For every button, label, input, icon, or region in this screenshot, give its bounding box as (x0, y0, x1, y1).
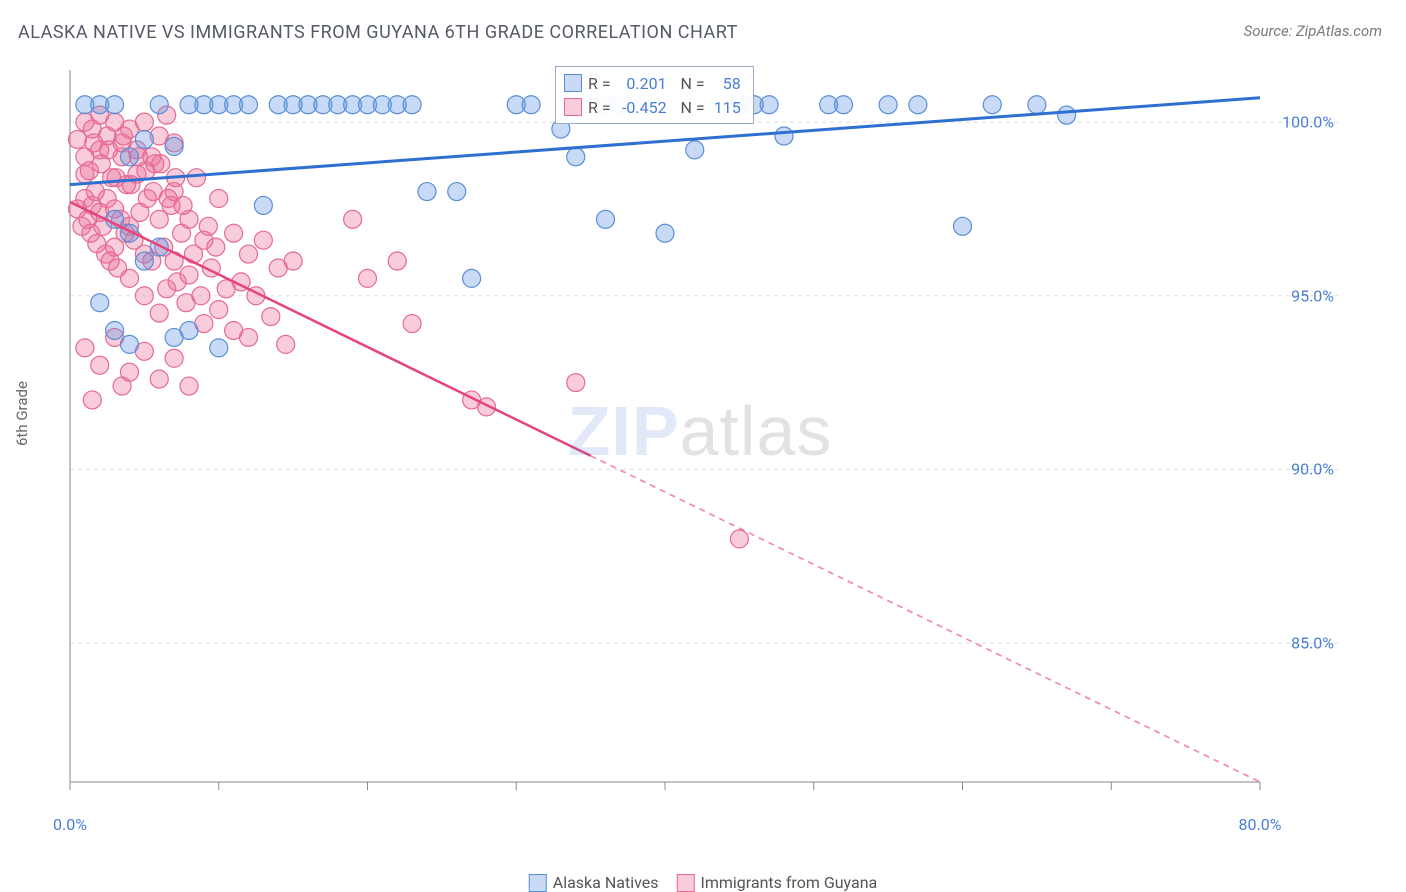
plot-area: ZIPatlas 85.0%90.0%95.0%100.0%0.0%80.0% (60, 60, 1340, 832)
legend-n-value: 115 (711, 98, 741, 117)
ytick-label: 85.0% (1291, 634, 1334, 653)
legend-r-value: -0.452 (617, 98, 667, 117)
legend-swatch (676, 874, 694, 892)
legend-r-label: R = (588, 74, 611, 93)
legend-label: Alaska Natives (553, 873, 659, 892)
xtick-label: 80.0% (1239, 815, 1282, 834)
plot-svg (60, 60, 1340, 832)
ytick-label: 100.0% (1282, 113, 1334, 132)
legend-n-value: 58 (711, 74, 741, 93)
legend-swatch (564, 98, 582, 116)
source-label: Source: ZipAtlas.com (1244, 22, 1382, 40)
legend-n-label: N = (673, 74, 705, 93)
legend-r-value: 0.201 (617, 74, 667, 93)
legend-n-label: N = (673, 98, 705, 117)
legend-r-label: R = (588, 98, 611, 117)
correlation-legend: R = 0.201 N = 58 R = -0.452 N = 115 (555, 66, 754, 124)
legend-row: R = 0.201 N = 58 (564, 71, 741, 95)
legend-swatch (564, 74, 582, 92)
legend-label: Immigrants from Guyana (700, 873, 877, 892)
legend-row: R = -0.452 N = 115 (564, 95, 741, 119)
legend-swatch (529, 874, 547, 892)
series-legend: Alaska Natives Immigrants from Guyana (529, 873, 877, 892)
ytick-label: 95.0% (1291, 286, 1334, 305)
legend-item: Alaska Natives (529, 873, 659, 892)
chart-container: ALASKA NATIVE VS IMMIGRANTS FROM GUYANA … (0, 0, 1406, 892)
legend-item: Immigrants from Guyana (676, 873, 877, 892)
xtick-label: 0.0% (53, 815, 87, 834)
y-axis-label: 6th Grade (13, 381, 31, 446)
ytick-label: 90.0% (1291, 460, 1334, 479)
chart-title: ALASKA NATIVE VS IMMIGRANTS FROM GUYANA … (18, 22, 738, 43)
